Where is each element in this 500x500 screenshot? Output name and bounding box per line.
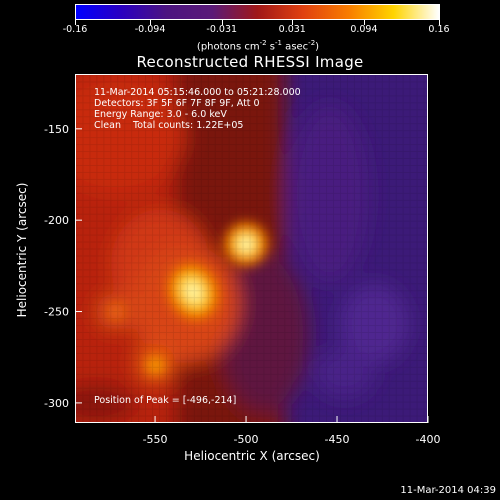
info-energy-range: Energy Range: 3.0 - 6.0 keV <box>94 109 227 120</box>
x-axis-title: Heliocentric X (arcsec) <box>184 449 320 463</box>
x-tick-label: -550 <box>143 433 168 446</box>
x-tick-label: -500 <box>234 433 259 446</box>
colorbar-tick-label: 0.031 <box>278 24 306 35</box>
y-tick-label: -250 <box>44 306 69 319</box>
colorbar-units: (photons cm-2 s-1 asec-2) <box>196 39 320 53</box>
colorbar-tick-label: -0.16 <box>62 24 88 35</box>
colorbar-tick <box>363 20 365 25</box>
info-detectors: Detectors: 3F 5F 6F 7F 8F 9F, Att 0 <box>94 98 260 109</box>
colorbar-tick <box>150 20 152 25</box>
y-axis-title: Heliocentric Y (arcsec) <box>15 183 29 318</box>
info-time-range: 11-Mar-2014 05:15:46.000 to 05:21:28.000 <box>94 87 301 98</box>
peak-position-text: Position of Peak = [-496,-214] <box>94 395 237 406</box>
y-tick-label: -150 <box>44 123 69 136</box>
y-tick-label: -200 <box>44 214 69 227</box>
colorbar-tick <box>292 20 294 25</box>
x-tick-label: -450 <box>325 433 350 446</box>
flux-image <box>76 75 427 422</box>
colorbar-tick <box>439 20 440 25</box>
colorbar-tick-label: -0.031 <box>206 24 238 35</box>
image-title: Reconstructed RHESSI Image <box>136 53 364 71</box>
y-tick-label: -300 <box>44 397 69 410</box>
timestamp: 11-Mar-2014 04:39 <box>400 485 496 496</box>
colorbar-tick <box>221 20 223 25</box>
colorbar <box>75 4 440 20</box>
colorbar-tick-label: -0.094 <box>134 24 166 35</box>
x-tick-label: -400 <box>416 433 441 446</box>
colorbar-tick-label: 0.094 <box>350 24 378 35</box>
colorbar-tick-label: 0.16 <box>428 24 450 35</box>
colorbar-tick <box>75 20 76 25</box>
info-clean-counts: Clean Total counts: 1.22E+05 <box>94 120 244 131</box>
rhessi-image-plot: 11-Mar-2014 05:15:46.000 to 05:21:28.000… <box>75 74 428 423</box>
